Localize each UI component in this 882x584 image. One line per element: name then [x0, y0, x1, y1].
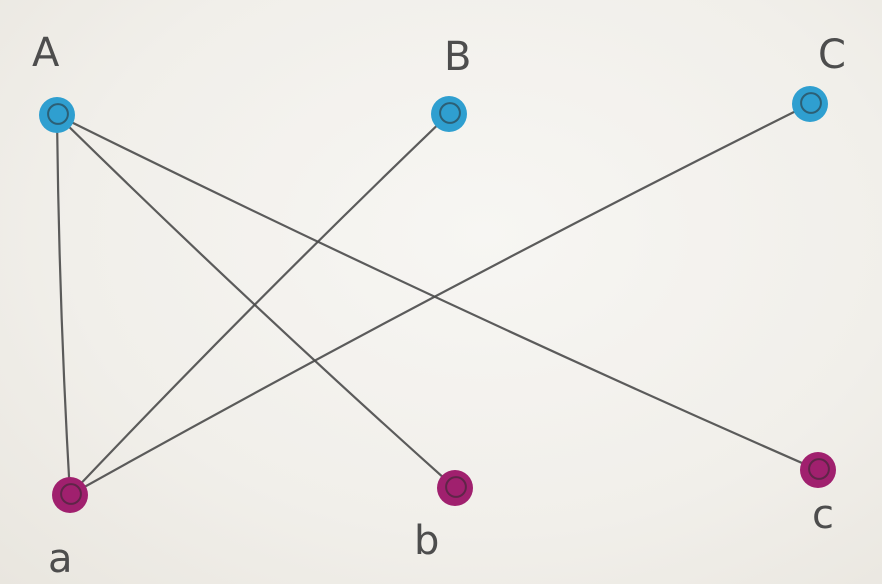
node-b: [437, 470, 473, 506]
edge-B-a: [68, 112, 451, 497]
edge-A-a: [55, 113, 72, 497]
node-label-b: b: [414, 518, 439, 564]
labels-layer: A B C a b c: [32, 30, 846, 582]
node-C-dot: [792, 86, 828, 122]
node-B-dot: [431, 96, 467, 132]
edge-A-b: [55, 113, 457, 490]
node-b-scribble: [445, 476, 467, 498]
node-a: [52, 477, 88, 513]
node-B-scribble: [439, 102, 461, 124]
node-label-B: B: [444, 34, 471, 80]
node-b-dot: [437, 470, 473, 506]
node-label-A: A: [32, 30, 60, 76]
node-C: [792, 86, 828, 122]
node-label-C: C: [818, 32, 846, 78]
node-a-scribble: [60, 483, 82, 505]
edge-A-c: [55, 113, 820, 472]
node-c-dot: [800, 452, 836, 488]
node-C-scribble: [800, 92, 822, 114]
node-A-scribble: [47, 103, 69, 125]
node-A-dot: [39, 97, 75, 133]
node-A: [39, 97, 75, 133]
node-label-a: a: [48, 536, 73, 582]
edges-layer: [55, 102, 820, 497]
node-label-c: c: [812, 492, 834, 538]
node-B: [431, 96, 467, 132]
node-c-scribble: [808, 458, 830, 480]
node-a-dot: [52, 477, 88, 513]
node-c: [800, 452, 836, 488]
edge-C-a: [68, 102, 812, 497]
nodes-layer: [39, 86, 836, 513]
